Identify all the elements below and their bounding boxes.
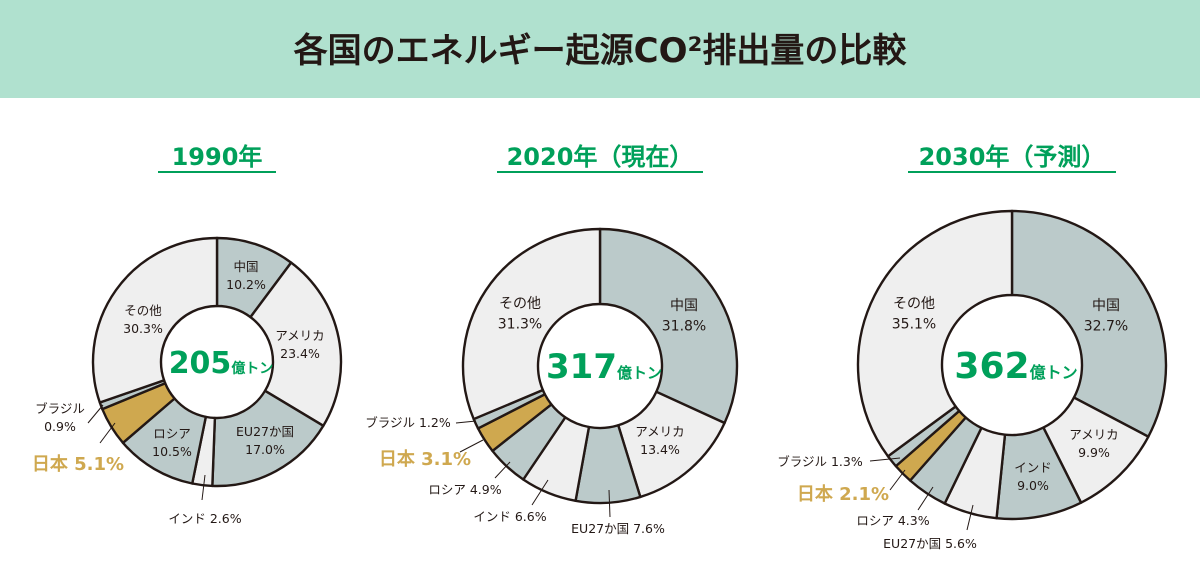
slice-value-label: 0.9%	[44, 419, 76, 434]
slice-中国	[598, 227, 739, 425]
donut-chart-1: 1990年 205億トン 中国 10.2% アメリカ 23.4% EU27か国 17.0% イン…	[32, 143, 343, 526]
slice-label: ロシア	[153, 426, 191, 441]
slice-アメリカ	[249, 261, 343, 427]
slice-その他	[461, 227, 602, 421]
slice-label: 中国	[233, 259, 258, 274]
chart-title: 2020年（現在）	[507, 143, 694, 171]
japan-label: 日本 2.1%	[797, 483, 889, 505]
leader-line	[869, 457, 901, 462]
total-value: 317	[546, 347, 617, 387]
slice-label: ブラジル	[35, 401, 85, 416]
leader-line	[966, 504, 974, 531]
slice-その他	[856, 209, 1014, 458]
slice-value-label: 17.0%	[245, 442, 285, 457]
slice-value-label: 32.7%	[1084, 318, 1128, 334]
slice-label: ロシア 4.3%	[856, 513, 929, 528]
slice-value-label: 30.3%	[123, 321, 163, 336]
slice-label: 中国	[1092, 298, 1120, 314]
japan-label: 日本 3.1%	[379, 448, 471, 470]
donut-chart-2: 2020年（現在） 317億トン 中国 31.8% アメリカ 13.4% EU27か国 7.…	[365, 143, 739, 536]
page-title: 各国のエネルギー起源CO²排出量の比較	[294, 31, 908, 71]
leader-line	[455, 420, 477, 424]
slice-value-label: 31.3%	[498, 316, 542, 332]
leader-line	[87, 404, 104, 424]
slice-label: ブラジル 1.3%	[777, 454, 863, 469]
slice-value-label: 9.9%	[1078, 445, 1110, 460]
slice-label: アメリカ	[275, 328, 324, 343]
slice-label: インド 2.6%	[168, 511, 241, 526]
leader-line	[889, 469, 906, 491]
slice-value-label: 10.5%	[152, 444, 192, 459]
japan-label: 日本 5.1%	[32, 453, 124, 475]
slice-value-label: 9.0%	[1017, 478, 1049, 493]
slice-value-label: 31.8%	[662, 318, 706, 334]
slice-value-label: 13.4%	[640, 442, 680, 457]
slice-label: EU27か国 7.6%	[571, 521, 665, 536]
total-value: 362	[954, 346, 1029, 387]
slice-label: アメリカ	[635, 424, 684, 439]
slice-label: EU27か国 5.6%	[883, 536, 977, 551]
slice-中国	[1010, 209, 1168, 438]
slice-label: インド	[1014, 460, 1052, 475]
total-value: 205	[169, 346, 232, 381]
slice-label: EU27か国	[236, 424, 294, 439]
total-emissions: 205億トン	[169, 346, 274, 381]
total-emissions: 317億トン	[546, 347, 662, 387]
leader-line	[459, 439, 484, 453]
slice-value-label: 35.1%	[892, 316, 936, 332]
total-emissions: 362億トン	[954, 346, 1077, 387]
leader-line	[99, 422, 116, 444]
leader-line	[201, 474, 206, 501]
slice-EU27か国	[211, 389, 325, 488]
header-band	[0, 0, 1200, 98]
slice-label: 中国	[670, 298, 698, 314]
slice-label: その他	[124, 303, 162, 318]
slice-label: その他	[893, 296, 935, 312]
slice-label: インド 6.6%	[473, 509, 546, 524]
slice-その他	[91, 236, 219, 404]
donut-chart-3: 2030年（予測） 362億トン 中国 32.7% アメリカ 9.9% インド 9.0% EU2…	[777, 143, 1168, 551]
leader-line	[608, 489, 611, 518]
slice-label: ブラジル 1.2%	[365, 415, 451, 430]
slice-value-label: 23.4%	[280, 346, 320, 361]
total-unit: 億トン	[1030, 363, 1078, 382]
slice-label: アメリカ	[1069, 427, 1118, 442]
total-unit: 億トン	[231, 360, 273, 377]
slice-label: その他	[499, 296, 541, 312]
total-unit: 億トン	[617, 364, 662, 382]
leader-line	[494, 461, 511, 479]
chart-title: 2030年（予測）	[919, 143, 1106, 171]
slice-label: ロシア 4.9%	[428, 482, 501, 497]
chart-title: 1990年	[172, 143, 263, 171]
leader-line	[531, 479, 549, 506]
leader-line	[917, 486, 934, 511]
slice-value-label: 10.2%	[226, 277, 266, 292]
